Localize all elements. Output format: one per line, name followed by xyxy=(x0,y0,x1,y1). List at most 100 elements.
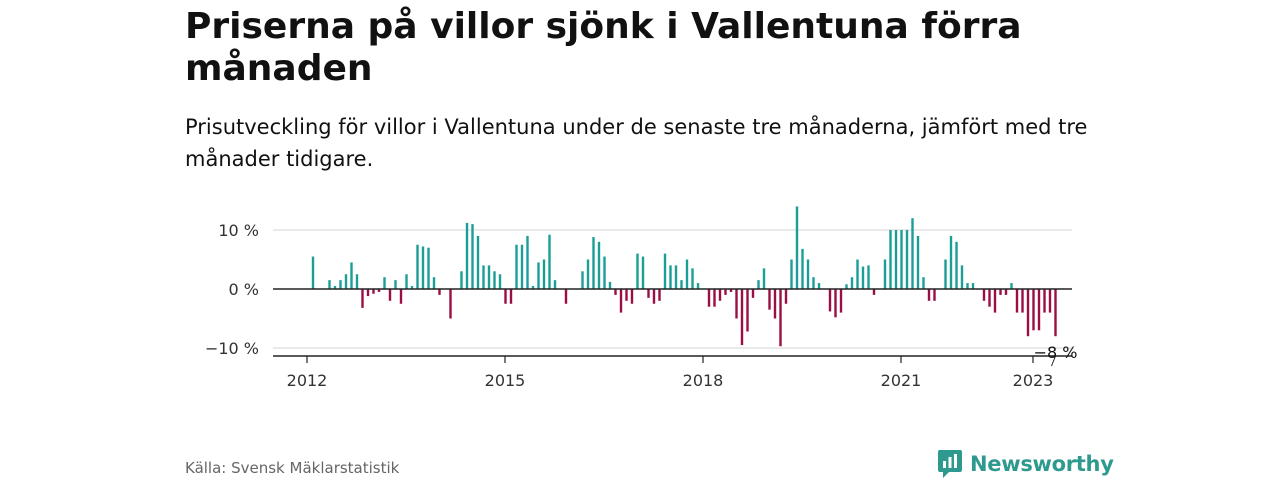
bar xyxy=(1032,289,1035,331)
bar xyxy=(713,289,716,307)
bar xyxy=(861,266,865,289)
bar xyxy=(1021,289,1024,313)
bar xyxy=(592,237,595,289)
bar xyxy=(988,289,991,307)
bar xyxy=(625,289,628,301)
bar xyxy=(377,289,381,292)
bar xyxy=(680,280,683,289)
bar xyxy=(553,280,557,289)
source-note: Källa: Svensk Mäklarstatistik xyxy=(185,459,400,477)
bar xyxy=(641,256,645,289)
bar xyxy=(735,289,738,319)
bar xyxy=(548,234,551,289)
bar xyxy=(1048,289,1052,313)
bar xyxy=(597,241,601,289)
bar xyxy=(724,289,727,295)
bar xyxy=(311,256,315,289)
bar xyxy=(889,230,892,289)
bar xyxy=(476,235,480,289)
bar xyxy=(768,289,771,310)
bar xyxy=(372,289,375,294)
bar xyxy=(1043,289,1046,313)
bar xyxy=(619,289,623,313)
bar xyxy=(982,289,986,301)
bar xyxy=(493,271,496,289)
newsworthy-logo[interactable]: Newsworthy xyxy=(937,449,1114,479)
bar xyxy=(927,289,931,301)
bar xyxy=(564,289,568,304)
bar xyxy=(883,259,887,289)
bar xyxy=(685,259,689,289)
bar xyxy=(1015,289,1019,313)
bar xyxy=(850,277,854,289)
bar xyxy=(773,289,777,319)
bar xyxy=(581,271,584,289)
bar xyxy=(520,244,524,289)
bar xyxy=(674,265,678,289)
bar xyxy=(817,283,821,289)
bar xyxy=(399,289,403,304)
bar xyxy=(471,224,474,289)
bar xyxy=(718,289,722,301)
bar xyxy=(806,259,810,289)
x-tick-label: 2012 xyxy=(287,371,328,390)
bar xyxy=(339,280,342,289)
bar xyxy=(608,281,612,289)
bar xyxy=(905,230,909,289)
bar xyxy=(432,277,436,289)
x-tick-label: 2018 xyxy=(683,371,724,390)
bar xyxy=(960,265,964,289)
bar xyxy=(328,280,331,289)
bar xyxy=(839,289,843,313)
x-tick-label: 2023 xyxy=(1013,371,1054,390)
brand-name: Newsworthy xyxy=(970,452,1114,476)
bar xyxy=(707,289,711,307)
bar xyxy=(614,289,617,295)
bar xyxy=(894,230,898,289)
bar xyxy=(449,289,452,319)
bar xyxy=(647,289,650,298)
bar xyxy=(410,286,414,289)
bar xyxy=(993,289,997,313)
bar xyxy=(586,259,590,289)
newsworthy-logo-icon xyxy=(938,450,962,478)
bar xyxy=(355,274,359,289)
bar xyxy=(361,289,364,308)
bar xyxy=(911,218,914,289)
bar xyxy=(751,289,755,298)
bar xyxy=(966,283,969,289)
bar xyxy=(1037,289,1041,331)
y-tick-label: −10 % xyxy=(205,339,259,358)
bar xyxy=(669,265,672,289)
bar xyxy=(537,262,540,289)
y-tick-label: 10 % xyxy=(218,221,259,240)
grid-layer xyxy=(273,229,1072,349)
bar xyxy=(801,248,804,289)
bar xyxy=(366,289,370,297)
bar xyxy=(784,289,788,304)
bar xyxy=(630,289,634,304)
chart-title: Priserna på villor sjönk i Vallentuna fö… xyxy=(185,6,1022,89)
bar xyxy=(790,259,793,289)
bar xyxy=(405,274,408,289)
bar xyxy=(856,259,859,289)
bar xyxy=(663,253,667,289)
bar xyxy=(350,262,353,289)
chart-subtitle: Prisutveckling för villor i Vallentuna u… xyxy=(185,115,1088,171)
bar xyxy=(388,289,392,301)
bar-layer xyxy=(311,206,1057,347)
bar xyxy=(504,289,507,304)
bar xyxy=(482,265,485,289)
bar xyxy=(834,289,837,318)
bar xyxy=(421,246,425,289)
bar xyxy=(779,289,782,347)
bar xyxy=(438,289,441,295)
annotation-leader xyxy=(1051,355,1056,367)
bar xyxy=(394,280,397,289)
bar xyxy=(971,283,975,289)
bar xyxy=(949,235,953,289)
bar xyxy=(460,271,463,289)
y-tick-label: 0 % xyxy=(229,280,259,299)
bar xyxy=(740,289,744,346)
